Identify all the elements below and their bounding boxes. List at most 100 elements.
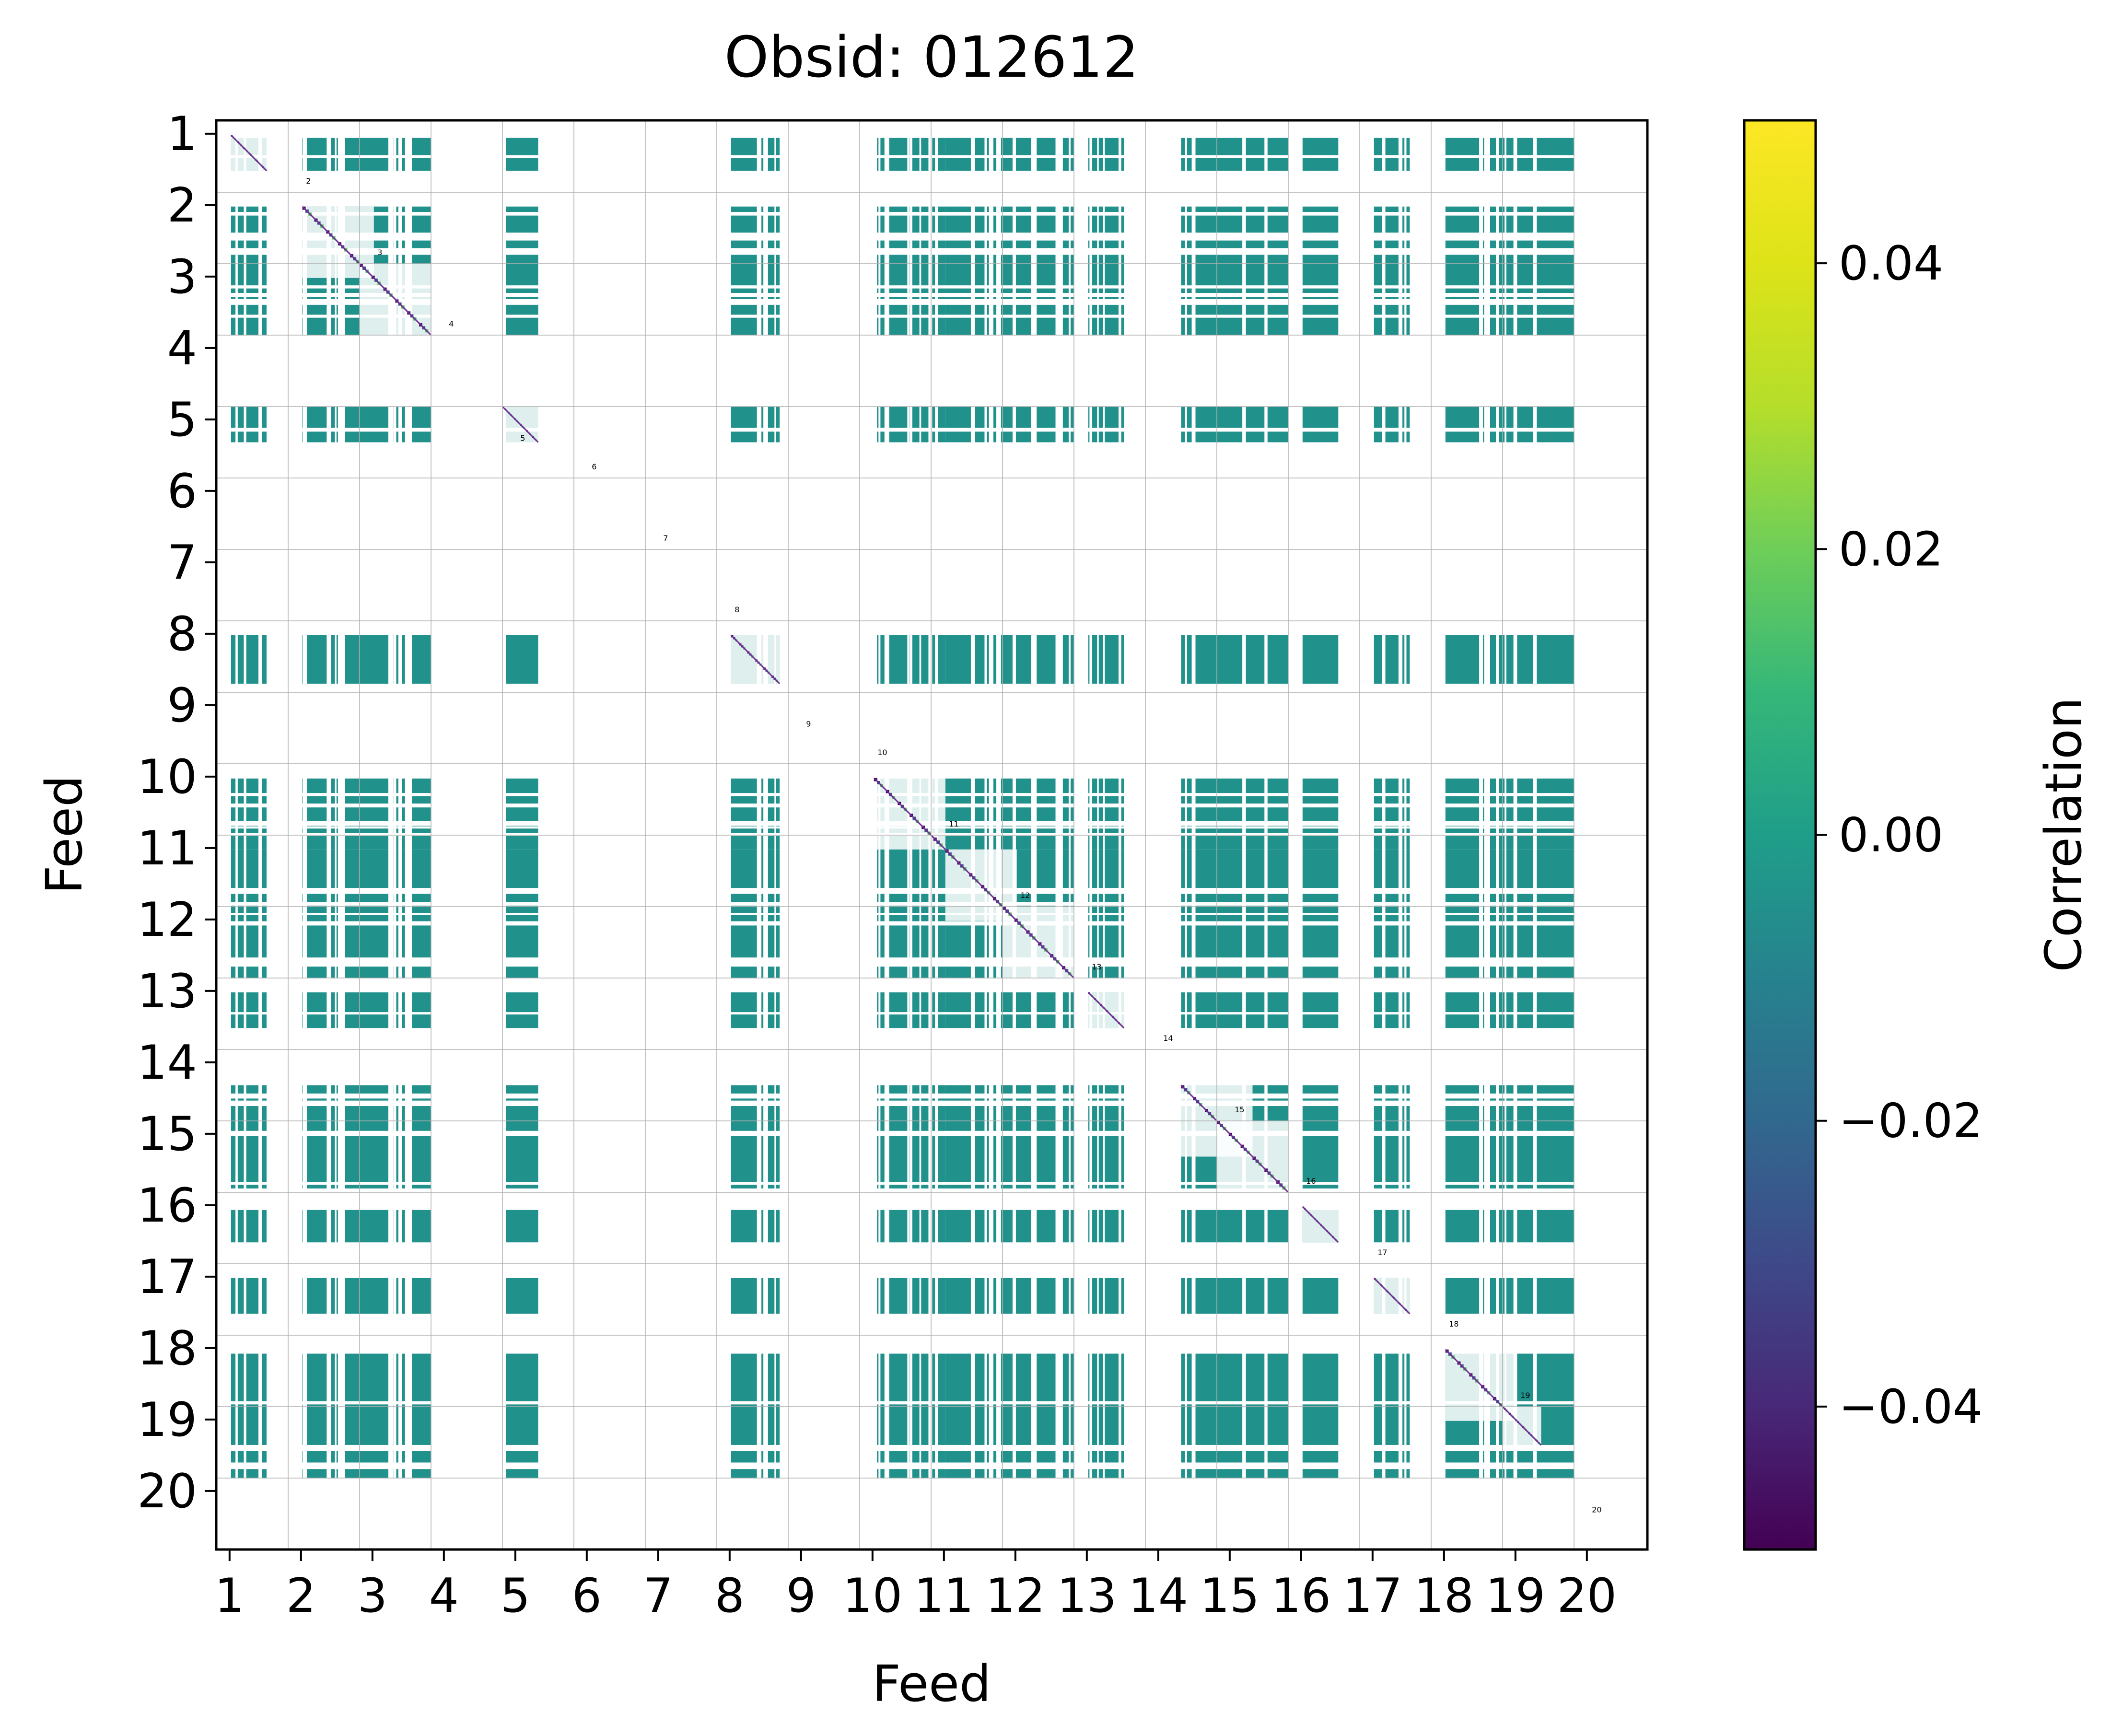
diagonal-block	[1087, 991, 1125, 1029]
correlation-block	[731, 407, 780, 443]
y-tick-label: 4	[167, 321, 197, 376]
y-tick-label: 2	[167, 178, 197, 233]
correlation-block	[502, 206, 538, 335]
correlation-block	[1302, 992, 1339, 1028]
feed-grid-lines	[216, 120, 1647, 1550]
correlation-block	[1445, 1278, 1574, 1314]
correlation-block	[731, 1206, 780, 1243]
feed-block-label: 13	[1092, 962, 1101, 971]
correlation-block	[1088, 1206, 1124, 1243]
correlation-block	[731, 1349, 780, 1478]
y-tick-label: 14	[137, 1036, 197, 1090]
correlation-block	[502, 1206, 538, 1243]
x-tick-label: 13	[1057, 1569, 1117, 1623]
y-tick-label: 12	[137, 893, 197, 947]
x-tick-label: 8	[715, 1569, 745, 1623]
correlation-block	[1181, 778, 1288, 850]
diagonal-line	[359, 263, 432, 336]
correlation-block	[502, 635, 538, 684]
y-tick-label: 16	[137, 1178, 197, 1233]
y-tick-label: 1	[167, 107, 197, 162]
colorbar-tick-label: 0.04	[1839, 236, 1943, 291]
correlation-block	[731, 206, 780, 335]
correlation-block	[945, 1349, 1074, 1478]
correlation-block	[502, 135, 538, 171]
y-tick-label: 20	[137, 1464, 197, 1519]
correlation-block	[1374, 635, 1410, 684]
diagonal-block	[1302, 1206, 1339, 1243]
plot-frame	[215, 119, 1649, 1551]
correlation-block	[1445, 1206, 1574, 1243]
diagonal-blocks	[230, 134, 1542, 1446]
correlation-block	[1088, 135, 1124, 171]
diagonal-line	[502, 406, 539, 443]
diagonal-line	[1502, 1406, 1542, 1446]
correlation-block	[1181, 1206, 1288, 1243]
diagonal-line	[873, 777, 946, 850]
correlation-block	[1374, 1349, 1410, 1478]
diagonal-block	[1216, 1120, 1289, 1193]
correlation-block	[1302, 1349, 1339, 1478]
correlation-block	[1445, 778, 1574, 850]
colorbar	[1743, 119, 1817, 1551]
feed-block-label: 20	[1592, 1505, 1601, 1514]
chart-title: Obsid: 012612	[724, 24, 1139, 90]
x-tick-label: 19	[1485, 1569, 1545, 1623]
feed-block-label: 18	[1449, 1319, 1458, 1328]
correlation-block	[731, 778, 780, 850]
y-tick-label: 7	[167, 536, 197, 590]
colorbar-ticks: −0.04 −0.02 0.00 0.02 0.04	[1816, 236, 1983, 1434]
correlation-block	[1374, 1206, 1410, 1243]
x-tick-label: 4	[429, 1569, 459, 1623]
feed-block-label: 6	[592, 462, 596, 471]
feed-block-label: 14	[1163, 1034, 1173, 1043]
y-tick-label: 19	[137, 1393, 197, 1447]
correlation-block	[1088, 635, 1124, 684]
correlation-block	[1302, 778, 1339, 850]
x-tick-label: 12	[985, 1569, 1045, 1623]
diagonal-block	[730, 634, 781, 685]
correlation-block	[1302, 407, 1339, 443]
x-tick-label: 17	[1342, 1569, 1402, 1623]
x-axis-label: Feed	[872, 1654, 991, 1713]
x-tick-label: 7	[643, 1569, 673, 1623]
colorbar-tick-label: −0.02	[1839, 1094, 1983, 1149]
feed-block-label: 19	[1520, 1391, 1530, 1400]
correlation-block	[731, 135, 780, 171]
y-axis-label: Feed	[35, 775, 93, 894]
correlation-block	[945, 1206, 1074, 1243]
correlation-block	[1445, 206, 1574, 335]
feed-block-label: 2	[306, 176, 311, 186]
correlation-block	[1088, 1278, 1124, 1314]
correlation-block	[945, 206, 1074, 335]
correlation-block	[1302, 206, 1339, 335]
feed-block-label: 10	[877, 748, 887, 757]
diagonal-block	[1002, 906, 1075, 979]
diagonal-block	[1502, 1406, 1542, 1446]
x-tick-label: 2	[286, 1569, 316, 1623]
y-tick-label: 5	[167, 393, 197, 447]
x-tick-label: 10	[842, 1569, 902, 1623]
diagonal-block	[502, 406, 539, 443]
diagonal-line	[1087, 991, 1125, 1029]
correlation-block	[945, 135, 1074, 171]
feed-block-label: 17	[1377, 1248, 1387, 1257]
diagonal-line	[1373, 1277, 1411, 1315]
diagonal-block	[230, 134, 268, 172]
x-tick-label: 14	[1128, 1569, 1188, 1623]
feed-block-label: 15	[1235, 1105, 1244, 1114]
y-tick-label: 13	[137, 964, 197, 1019]
correlation-block	[1374, 778, 1410, 850]
y-tick-label: 9	[167, 678, 197, 733]
correlation-block	[1445, 635, 1574, 684]
y-tick-label: 18	[137, 1321, 197, 1376]
correlation-block	[945, 635, 1074, 684]
correlation-block	[1088, 778, 1124, 850]
correlation-block	[1374, 135, 1410, 171]
correlation-block	[945, 992, 1074, 1028]
diagonal-line	[1216, 1120, 1289, 1193]
correlation-block	[945, 1278, 1074, 1314]
correlation-block	[1181, 407, 1288, 443]
